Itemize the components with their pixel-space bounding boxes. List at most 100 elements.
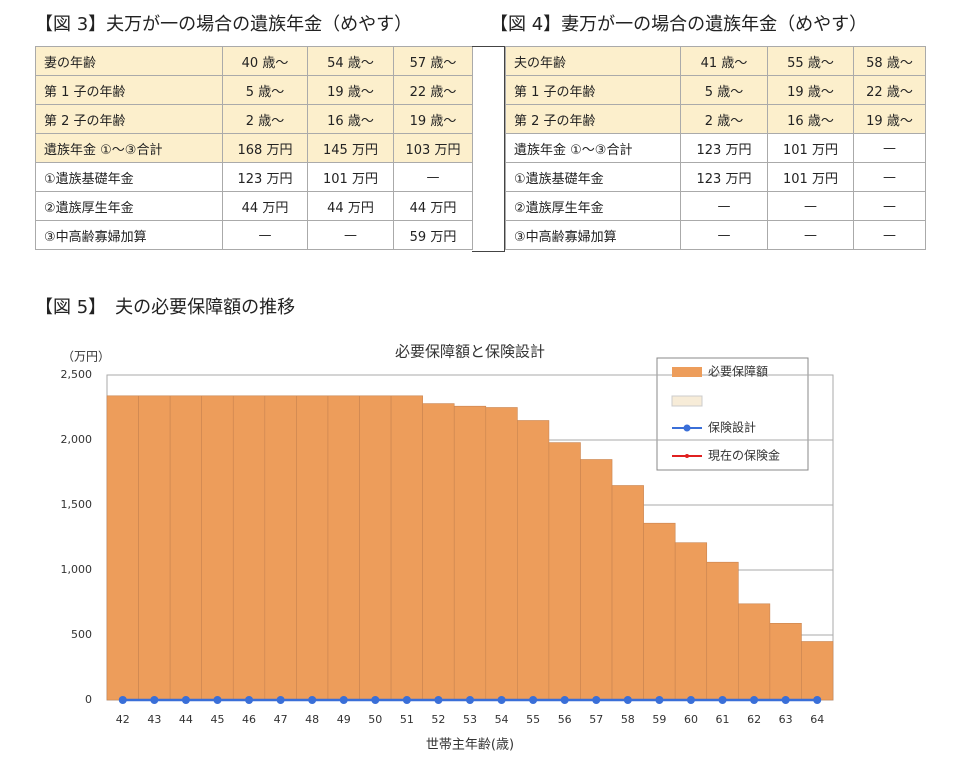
table-cell: 101 万円: [767, 133, 854, 163]
table-row: ③中高齢寡婦加算 — — —: [505, 220, 926, 250]
legend-marker: [685, 454, 689, 458]
marker: [150, 696, 159, 704]
x-tick-label: 57: [589, 713, 603, 726]
bar: [580, 459, 613, 701]
marker: [781, 696, 790, 704]
legend-label: 保険設計: [708, 420, 756, 435]
marker: [181, 696, 190, 704]
marker: [623, 696, 632, 704]
marker: [497, 696, 506, 704]
table-row: 遺族年金 ①〜③合計 168 万円 145 万円 103 万円: [35, 133, 473, 163]
table-row: ③中高齢寡婦加算 — —59 万円: [35, 220, 473, 250]
bar: [422, 403, 455, 701]
legend-label: 必要保障額: [708, 364, 768, 379]
bar: [264, 395, 297, 701]
marker: [245, 696, 254, 704]
marker: [308, 696, 317, 704]
x-tick-label: 58: [621, 713, 635, 726]
x-tick-label: 48: [305, 713, 319, 726]
table-row: ①遺族基礎年金 123 万円 101 万円 —: [35, 162, 473, 192]
table-cell: 168 万円: [222, 133, 308, 163]
bar: [327, 395, 360, 701]
y-tick-label: 0: [85, 693, 92, 706]
table-cell: 5 歳〜: [680, 75, 768, 105]
x-tick-label: 49: [337, 713, 351, 726]
table-cell: —: [853, 220, 926, 250]
marker: [466, 696, 474, 704]
table-cell: 19 歳〜: [767, 75, 854, 105]
table-row: ②遺族厚生年金 44 万円 44 万円 44 万円: [35, 191, 473, 221]
table-cell: 5 歳〜: [222, 75, 308, 105]
marker: [118, 696, 127, 704]
x-tick-label: 59: [652, 713, 666, 726]
table-cell: 第 1 子の年齢: [505, 75, 681, 105]
x-tick-label: 54: [495, 713, 509, 726]
table-cell: 16 歳〜: [307, 104, 394, 134]
x-tick-label: 43: [147, 713, 161, 726]
table-cell: —: [680, 220, 768, 250]
x-tick-label: 51: [400, 713, 414, 726]
bar: [169, 395, 202, 701]
table-cell: 妻の年齢: [35, 46, 223, 76]
x-tick-label: 45: [210, 713, 224, 726]
separator: [472, 46, 505, 252]
legend-swatch: [671, 395, 703, 407]
bar: [296, 395, 329, 701]
y-unit: （万円）: [62, 350, 110, 364]
bar: [232, 395, 266, 701]
bar: [390, 395, 423, 701]
marker: [276, 696, 285, 704]
bar: [517, 420, 550, 701]
table-title: 【図 4】妻万が一の場合の遺族年金（めやす）: [490, 14, 868, 35]
table-row: 遺族年金 ①〜③合計 123 万円 101 万円 —: [505, 133, 926, 163]
x-tick-label: 53: [463, 713, 477, 726]
legend-label: 現在の保険金: [708, 448, 780, 463]
marker: [529, 696, 538, 704]
marker: [813, 696, 822, 704]
table-cell: 第 1 子の年齢: [35, 75, 223, 105]
table-row: ①遺族基礎年金 123 万円 101 万円 —: [505, 162, 926, 192]
x-tick-label: 60: [684, 713, 698, 726]
table-cell: 101 万円: [307, 162, 394, 192]
y-tick-label: 2,000: [61, 433, 93, 446]
table-cell: —: [853, 133, 926, 163]
y-tick-label: 1,000: [61, 563, 93, 576]
table-cell: ①遺族基礎年金: [35, 162, 223, 192]
table-cell: —: [222, 220, 308, 250]
marker: [560, 696, 569, 704]
table: 妻の年齢 40 歳〜 54 歳〜 57 歳〜第 1 子の年齢 5 歳〜 19 歳〜 22 歳…: [35, 46, 473, 250]
y-tick-label: 1,500: [61, 498, 93, 511]
bar: [201, 395, 234, 701]
table-cell: 遺族年金 ①〜③合計: [505, 133, 681, 163]
table-cell: 123 万円: [222, 162, 308, 192]
table-cell: 101 万円: [767, 162, 854, 192]
marker: [371, 696, 380, 704]
bar: [801, 641, 834, 701]
x-tick-label: 44: [179, 713, 193, 726]
legend-marker: [683, 424, 691, 432]
table-row: 第 1 子の年齢 5 歳〜 19 歳〜 22 歳〜: [505, 75, 926, 105]
table-row: 妻の年齢 40 歳〜 54 歳〜 57 歳〜: [35, 46, 473, 76]
table-cell: —: [767, 220, 854, 250]
bar: [359, 395, 392, 701]
table-cell: ③中高齢寡婦加算: [35, 220, 223, 250]
table-cell: —: [853, 162, 926, 192]
table-cell: 123 万円: [680, 162, 768, 192]
marker: [434, 696, 443, 704]
table-cell: 第 2 子の年齢: [35, 104, 223, 134]
figure-heading: 【図 5】 夫の必要保障額の推移: [35, 297, 296, 318]
table-cell: 145 万円: [307, 133, 394, 163]
bar: [138, 395, 171, 701]
legend-swatch: [672, 367, 702, 377]
table-cell: 19 歳〜: [393, 104, 473, 134]
table-cell: 59 万円: [393, 220, 473, 250]
table-cell: 40 歳〜: [222, 46, 308, 76]
bar: [453, 405, 487, 701]
y-tick-label: 2,500: [61, 368, 93, 381]
x-axis-title: 世帯主年齢(歳): [426, 738, 514, 753]
bar: [738, 603, 771, 701]
y-tick-label: 500: [71, 628, 92, 641]
table-cell: —: [393, 162, 473, 192]
x-tick-label: 46: [242, 713, 256, 726]
